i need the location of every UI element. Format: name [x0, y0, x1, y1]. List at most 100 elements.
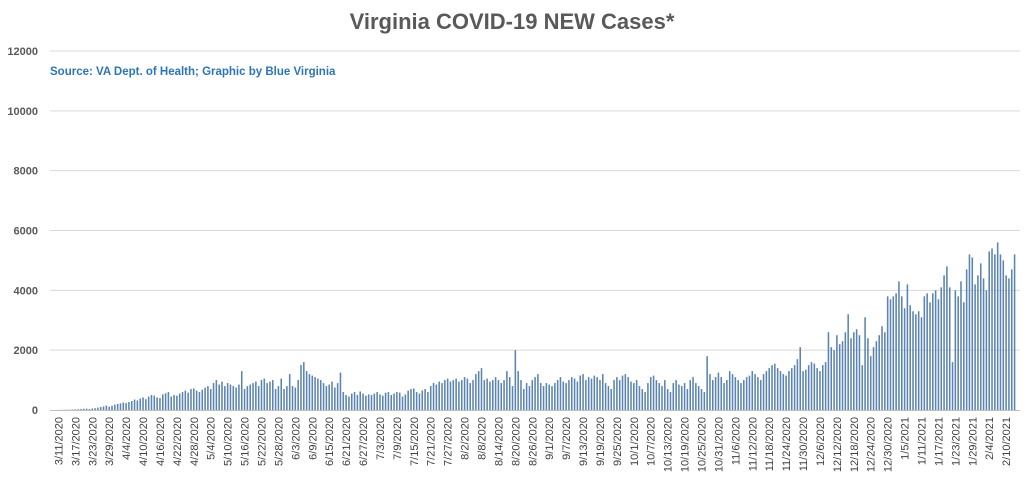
bar [703, 392, 706, 410]
bar [432, 383, 435, 410]
bar [480, 368, 483, 410]
bar [827, 332, 830, 410]
x-tick-label: 8/26/2020 [527, 417, 539, 466]
bar [356, 395, 359, 410]
bar [288, 374, 291, 410]
bar [613, 380, 615, 410]
bar [872, 347, 875, 410]
bar [968, 254, 971, 410]
bar [565, 383, 567, 410]
bar [136, 400, 139, 410]
bar [824, 362, 827, 410]
bar [737, 380, 739, 410]
bar [475, 374, 477, 410]
bar [367, 394, 370, 410]
bar [94, 408, 96, 410]
bar [932, 293, 934, 410]
bar [858, 335, 861, 410]
bar [810, 362, 813, 410]
bar [906, 284, 909, 410]
bar [421, 390, 424, 410]
bar [162, 394, 164, 410]
bar [226, 383, 229, 410]
x-tick-label: 8/14/2020 [493, 417, 505, 466]
bar [607, 386, 610, 410]
bar [322, 383, 325, 410]
bar [492, 380, 494, 410]
bar [469, 383, 471, 410]
bar [317, 378, 319, 410]
chart-title: Virginia COVID-19 NEW Cases* [349, 9, 675, 34]
x-tick-label: 9/19/2020 [595, 417, 607, 466]
bar [889, 299, 892, 410]
x-tick-label: 7/15/2020 [409, 417, 421, 466]
bar [178, 393, 181, 410]
bar [644, 392, 646, 410]
bar [125, 403, 127, 410]
bar [847, 314, 849, 410]
y-tick-label: 4000 [14, 285, 38, 297]
bar [359, 391, 361, 410]
bar [472, 380, 474, 410]
bar [508, 377, 511, 410]
bar [751, 371, 754, 410]
bar [537, 374, 539, 410]
bar [418, 393, 421, 410]
bar [184, 390, 187, 410]
bar [525, 383, 528, 410]
bar [218, 384, 220, 410]
x-tick-label: 9/25/2020 [612, 417, 624, 466]
bar [545, 383, 548, 410]
bar [429, 386, 432, 410]
bar [590, 378, 593, 410]
x-tick-label: 6/15/2020 [324, 417, 336, 466]
x-tick-label: 12/12/2020 [832, 417, 844, 472]
bar [915, 314, 917, 410]
x-tick-label: 11/6/2020 [730, 417, 742, 465]
bar [274, 389, 277, 410]
bar [556, 380, 559, 410]
bar [757, 377, 759, 410]
bar [207, 386, 209, 410]
bar [173, 395, 175, 410]
x-tick-label: 10/1/2020 [629, 417, 641, 466]
bar [712, 380, 714, 410]
bar [926, 293, 928, 410]
bar [294, 387, 297, 410]
bar [328, 384, 330, 410]
bar [841, 341, 844, 410]
bar [929, 302, 931, 410]
bar [204, 387, 206, 410]
bar [678, 384, 680, 410]
bar [793, 365, 796, 411]
bar [350, 393, 353, 410]
bar [985, 290, 988, 410]
bar [602, 374, 604, 410]
bar [996, 242, 999, 410]
x-tick-label: 8/8/2020 [477, 417, 489, 460]
bar [497, 380, 500, 410]
bar [728, 371, 731, 410]
bar [951, 362, 954, 410]
bar [249, 384, 251, 410]
bar [884, 332, 886, 410]
bar [99, 407, 102, 410]
bar [477, 371, 480, 410]
bar [802, 371, 804, 410]
bar [114, 404, 116, 410]
bar [779, 371, 782, 410]
bar [404, 394, 407, 410]
bar [466, 378, 469, 410]
bar [277, 386, 280, 410]
bar [139, 398, 141, 410]
bar [187, 392, 189, 410]
bar [534, 377, 536, 410]
bar [869, 356, 872, 410]
bar [740, 383, 742, 410]
bar [568, 380, 570, 410]
bar [150, 395, 153, 410]
x-tick-label: 9/7/2020 [561, 417, 573, 460]
x-tick-label: 8/20/2020 [510, 417, 522, 466]
bar [489, 381, 491, 410]
bar [963, 302, 965, 410]
